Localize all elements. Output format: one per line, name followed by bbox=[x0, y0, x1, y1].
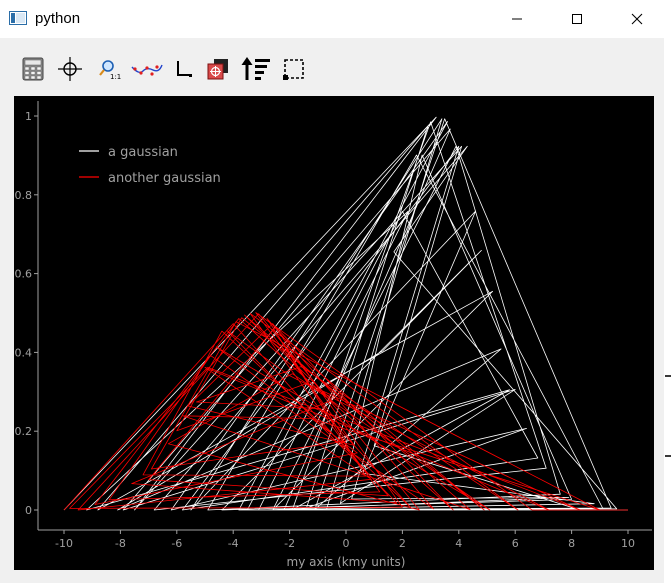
crosshair-tool-button[interactable] bbox=[56, 55, 84, 83]
x-tick-label: -8 bbox=[115, 537, 126, 550]
series-line-a-gaussian bbox=[63, 116, 628, 511]
axes-icon bbox=[177, 61, 192, 77]
plot-toolbar: 1:1 bbox=[18, 52, 318, 86]
minimize-button[interactable] bbox=[494, 0, 540, 38]
x-tick-label: 4 bbox=[455, 537, 462, 550]
crosshair-icon bbox=[58, 57, 82, 81]
dashed-select-icon bbox=[283, 59, 304, 80]
y-tick-label: 0.4 bbox=[15, 346, 33, 359]
plot-area[interactable]: -10 -8 -6 -4 -2 0 2 4 6 8 10 0 0.2 0.4 0.6 0.8 1 my axis … bbox=[14, 96, 654, 570]
curve-points-icon bbox=[131, 64, 163, 76]
chart-canvas[interactable]: -10 -8 -6 -4 -2 0 2 4 6 8 10 0 0.2 0.4 0.6 0.8 1 my axis … bbox=[14, 96, 654, 570]
x-tick-label: -6 bbox=[171, 537, 182, 550]
x-tick-label: 6 bbox=[512, 537, 519, 550]
svg-text:1:1: 1:1 bbox=[110, 73, 121, 80]
sort-tool-button[interactable] bbox=[240, 55, 272, 83]
y-tick-label: 1 bbox=[25, 110, 32, 123]
axes-tool-button[interactable] bbox=[170, 55, 198, 83]
edge-marker bbox=[665, 455, 671, 457]
zoom-tool-button[interactable]: 1:1 bbox=[96, 55, 124, 83]
calculator-icon bbox=[22, 57, 44, 81]
x-tick-label: 2 bbox=[399, 537, 406, 550]
window-title: python bbox=[35, 10, 81, 27]
legend-label: a gaussian bbox=[108, 145, 178, 160]
y-tick-label: 0 bbox=[25, 504, 32, 517]
x-tick-label: 10 bbox=[621, 537, 635, 550]
y-tick-label: 0.2 bbox=[15, 425, 33, 438]
export-target-icon bbox=[207, 59, 228, 80]
calculator-tool-button[interactable] bbox=[19, 55, 47, 83]
zoom-1to1-icon: 1:1 bbox=[99, 60, 121, 80]
x-tick-label: -2 bbox=[284, 537, 295, 550]
x-axis-label: my axis (kmy units) bbox=[287, 555, 406, 569]
series-line-another-gaussian bbox=[63, 312, 628, 511]
curve-fit-tool-button[interactable] bbox=[130, 55, 164, 83]
select-rect-tool-button[interactable] bbox=[280, 55, 308, 83]
edge-marker bbox=[665, 375, 671, 377]
background-window-edge bbox=[664, 38, 671, 583]
export-tool-button[interactable] bbox=[204, 55, 232, 83]
x-tick-label: -4 bbox=[228, 537, 239, 550]
maximize-icon bbox=[572, 14, 582, 24]
y-tick-label: 0.8 bbox=[15, 189, 33, 202]
title-bar[interactable]: python bbox=[0, 0, 671, 38]
x-tick-label: 8 bbox=[568, 537, 575, 550]
y-tick-label: 0.6 bbox=[15, 268, 33, 281]
window-app-icon bbox=[9, 11, 27, 25]
sort-arrow-icon bbox=[241, 57, 270, 80]
close-button[interactable] bbox=[614, 0, 660, 38]
x-tick-label: -10 bbox=[55, 537, 73, 550]
minimize-icon bbox=[512, 18, 522, 20]
x-tick-label: 0 bbox=[343, 537, 350, 550]
legend-label: another gaussian bbox=[108, 171, 221, 186]
close-icon bbox=[631, 13, 643, 25]
maximize-button[interactable] bbox=[554, 0, 600, 38]
